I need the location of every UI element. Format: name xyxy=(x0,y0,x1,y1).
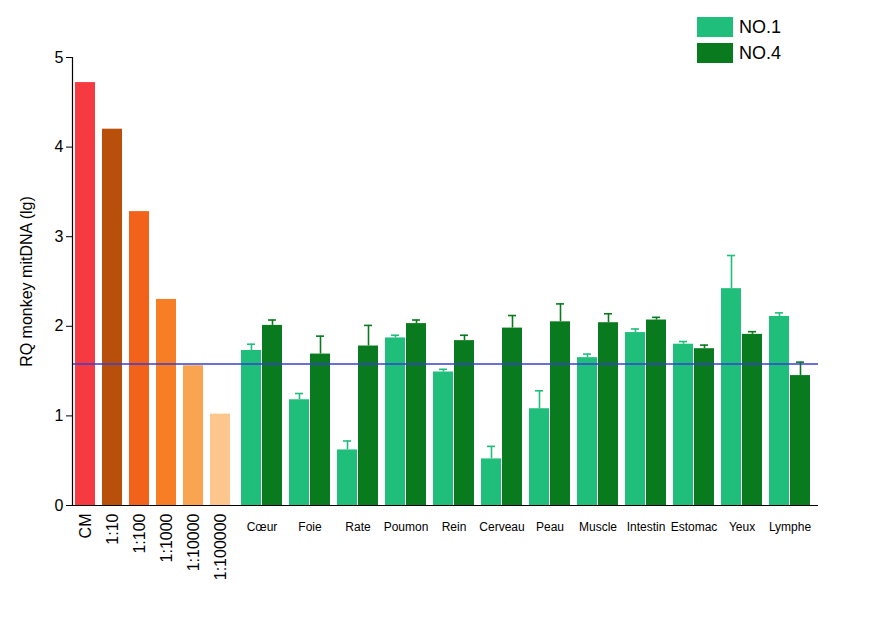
svg-text:Foie: Foie xyxy=(298,520,322,534)
svg-text:1:10: 1:10 xyxy=(104,513,121,544)
svg-text:Muscle: Muscle xyxy=(579,520,617,534)
svg-text:3: 3 xyxy=(55,228,64,245)
svg-text:0: 0 xyxy=(55,497,64,514)
svg-text:5: 5 xyxy=(55,49,64,66)
svg-text:Intestin: Intestin xyxy=(627,520,666,534)
svg-text:Rate: Rate xyxy=(345,520,371,534)
svg-text:Rein: Rein xyxy=(442,520,467,534)
svg-text:1:10000: 1:10000 xyxy=(185,513,202,571)
svg-text:Peau: Peau xyxy=(536,520,564,534)
svg-text:1: 1 xyxy=(55,407,64,424)
svg-text:RQ monkey mitDNA (lg): RQ monkey mitDNA (lg) xyxy=(18,196,35,367)
svg-text:Poumon: Poumon xyxy=(384,520,429,534)
svg-text:Cerveau: Cerveau xyxy=(479,520,524,534)
svg-text:4: 4 xyxy=(55,138,64,155)
svg-text:Yeux: Yeux xyxy=(729,520,755,534)
svg-text:1:1000: 1:1000 xyxy=(158,513,175,562)
svg-text:Estomac: Estomac xyxy=(671,520,718,534)
html-text:NO.4: NO.4 xyxy=(739,42,781,63)
svg-text:CM: CM xyxy=(77,514,94,539)
svg-text:1:100000: 1:100000 xyxy=(212,513,229,580)
svg-text:Lymphe: Lymphe xyxy=(769,520,812,534)
svg-text:Cœur: Cœur xyxy=(247,520,278,534)
svg-text:1:100: 1:100 xyxy=(131,513,148,553)
html-text:NO.1: NO.1 xyxy=(739,16,781,37)
svg-text:2: 2 xyxy=(55,317,64,334)
